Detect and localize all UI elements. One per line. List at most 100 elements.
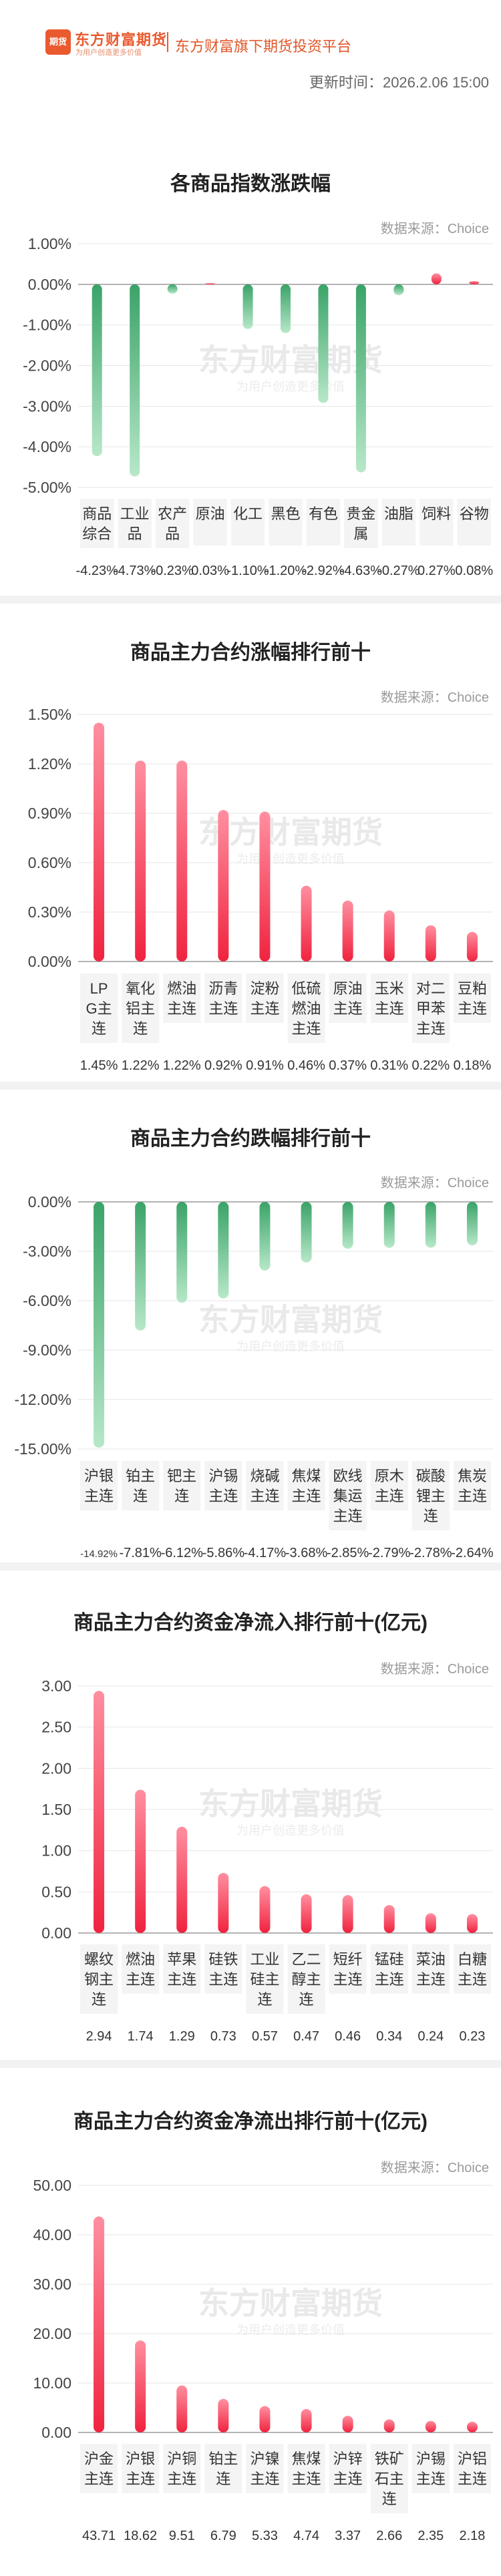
y-tick-label: -12.00% bbox=[14, 1391, 71, 1408]
data-label: 2.66 bbox=[376, 2529, 402, 2543]
bar bbox=[94, 722, 105, 961]
category-label-bg bbox=[155, 499, 190, 548]
data-label: 4.74 bbox=[293, 2529, 319, 2543]
category-label-bg bbox=[80, 1944, 118, 2014]
section-divider bbox=[0, 1562, 501, 1570]
y-tick-label: -1.00% bbox=[23, 316, 71, 334]
category-label: 短纤主连 bbox=[333, 1951, 363, 1988]
category-label-bg bbox=[80, 2444, 118, 2493]
category-label: 工业品 bbox=[120, 505, 150, 542]
bar bbox=[466, 1202, 478, 1246]
bar bbox=[135, 761, 146, 961]
data-label: 1.45% bbox=[80, 1058, 118, 1073]
category-label-bg bbox=[344, 499, 378, 548]
watermark-sub: 为用户创造更多价值 bbox=[236, 852, 345, 865]
category-label-bg bbox=[370, 1944, 408, 1994]
data-label: 0.08% bbox=[455, 564, 493, 578]
category-label-bg bbox=[204, 2444, 242, 2493]
y-tick-label: -15.00% bbox=[14, 1440, 71, 1458]
category-label-bg bbox=[411, 974, 450, 1043]
category-label: 燃油主连 bbox=[167, 980, 196, 1017]
category-label: 黑色 bbox=[271, 505, 300, 522]
bar bbox=[466, 1914, 478, 1933]
bar bbox=[355, 284, 366, 473]
data-label: 0.57 bbox=[252, 2029, 278, 2044]
bar bbox=[176, 1826, 188, 1933]
logo-slogan: 为用户创造更多价值 bbox=[75, 49, 142, 57]
category-label-bg bbox=[411, 1944, 450, 1994]
category-label-bg bbox=[246, 974, 284, 1023]
category-label: 对二甲苯主连 bbox=[416, 980, 446, 1037]
bar bbox=[242, 284, 253, 329]
y-tick-label: 40.00 bbox=[33, 2226, 71, 2243]
data-label: -2.64% bbox=[451, 1546, 494, 1559]
bar bbox=[431, 273, 442, 284]
category-label-bg bbox=[457, 499, 491, 546]
app-header: 期货 东方财富期货 为用户创造更多价值 东方财富旗下期货投资平台 bbox=[0, 0, 501, 67]
category-label-bg bbox=[163, 974, 201, 1023]
data-source-label: 数据来源：Choice bbox=[380, 222, 489, 236]
data-label: -3.68% bbox=[285, 1546, 328, 1559]
y-tick-label: 0.30% bbox=[28, 903, 71, 921]
y-tick-label: 50.00 bbox=[33, 2177, 71, 2194]
y-tick-label: 0.90% bbox=[28, 805, 71, 822]
category-label: 工业硅主连 bbox=[250, 1951, 279, 2008]
data-label: -1.10% bbox=[226, 564, 269, 578]
y-tick-label: 0.00 bbox=[41, 2424, 71, 2441]
bar bbox=[318, 284, 329, 403]
data-label: 0.18% bbox=[454, 1058, 492, 1073]
logo-name: 东方财富期货 bbox=[75, 31, 168, 48]
category-label: 硅铁主连 bbox=[208, 1951, 238, 1988]
bar bbox=[176, 2385, 188, 2432]
data-label: 43.71 bbox=[82, 2529, 116, 2543]
bar bbox=[259, 811, 271, 961]
bar bbox=[342, 900, 353, 961]
data-label: -2.78% bbox=[409, 1546, 452, 1559]
y-tick-label: -3.00% bbox=[23, 1243, 71, 1260]
category-label: 沪铜主连 bbox=[167, 2450, 196, 2487]
bar bbox=[301, 2408, 312, 2432]
y-tick-label: 0.00% bbox=[28, 953, 71, 970]
category-label: 烧碱主连 bbox=[250, 1468, 279, 1504]
category-label-bg bbox=[287, 1944, 325, 2014]
category-label-bg bbox=[80, 1461, 118, 1510]
bar bbox=[425, 925, 436, 961]
data-label: 0.22% bbox=[411, 1058, 450, 1073]
y-tick-label: 0.00% bbox=[28, 1193, 71, 1211]
y-tick-label: 1.20% bbox=[28, 755, 71, 773]
category-label: 沪锡主连 bbox=[208, 1468, 238, 1504]
bar bbox=[176, 761, 188, 961]
data-label: 0.47 bbox=[293, 2029, 319, 2044]
watermark-sub: 为用户创造更多价值 bbox=[236, 2323, 345, 2336]
section-divider bbox=[0, 1082, 501, 1090]
category-label: 原木主连 bbox=[375, 1468, 404, 1504]
category-label: 玉米主连 bbox=[375, 980, 404, 1017]
category-label: 油脂 bbox=[384, 505, 413, 522]
category-label-bg bbox=[118, 499, 152, 548]
category-label-bg bbox=[80, 499, 114, 548]
data-label: 0.27% bbox=[418, 564, 456, 578]
chart-title: 商品主力合约资金净流入排行前十(亿元) bbox=[73, 1612, 428, 1634]
data-source-label: 数据来源：Choice bbox=[380, 1176, 489, 1191]
category-label-bg bbox=[453, 1461, 491, 1510]
bar bbox=[259, 1202, 271, 1271]
category-label-bg bbox=[204, 1461, 242, 1510]
y-tick-label: 0.50 bbox=[41, 1883, 71, 1900]
category-label-bg bbox=[453, 1944, 491, 1994]
category-label: 菜油主连 bbox=[416, 1951, 446, 1988]
bar bbox=[281, 284, 291, 333]
category-label: 商品综合 bbox=[82, 505, 112, 542]
bar bbox=[466, 2421, 478, 2432]
bar bbox=[218, 1202, 229, 1299]
y-tick-label: 20.00 bbox=[33, 2325, 71, 2342]
category-label: 有色 bbox=[309, 505, 338, 522]
category-label-bg bbox=[163, 2444, 201, 2493]
category-label-bg bbox=[163, 1461, 201, 1510]
category-label-bg bbox=[246, 2444, 284, 2493]
y-tick-label: -6.00% bbox=[23, 1292, 71, 1309]
data-label: 2.94 bbox=[86, 2029, 112, 2044]
bar bbox=[383, 1202, 395, 1248]
